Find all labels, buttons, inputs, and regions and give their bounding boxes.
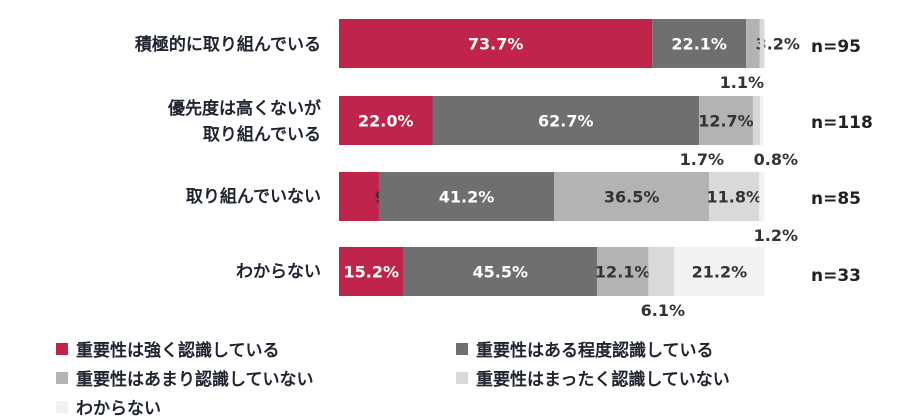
bar-segment: [760, 96, 764, 145]
bar-segment: [432, 96, 699, 145]
bar-segment: [698, 96, 753, 145]
legend-label: 重要性はあまり認識していない: [76, 370, 314, 390]
data-label: 12.7%: [698, 112, 754, 131]
data-label: 41.2%: [439, 188, 495, 207]
bar-segment: [378, 172, 555, 221]
category-label: 取り組んでいない: [186, 186, 321, 207]
bar-segment: [554, 172, 710, 221]
data-label: 36.5%: [604, 188, 660, 207]
data-label: 45.5%: [473, 263, 529, 282]
legend-swatch: [56, 371, 68, 384]
legend-label: 重要性はある程度認識している: [476, 341, 714, 361]
category-label: 取り組んでいる: [203, 124, 321, 145]
legend-item: 重要性はまったく認識していない: [456, 365, 730, 390]
bar-segment: [596, 247, 649, 296]
data-label: 22.0%: [358, 112, 414, 131]
bar-segment: [403, 247, 597, 296]
data-label: 1.2%: [754, 226, 798, 245]
bar-segment: [709, 172, 760, 221]
legend-label: 重要性はまったく認識していない: [476, 370, 730, 390]
bar-segment: [759, 172, 765, 221]
sample-size-label: n=33: [811, 266, 861, 286]
bar-segment: [746, 19, 760, 68]
legend-label: わからない: [76, 399, 161, 419]
data-label: 22.1%: [671, 35, 727, 54]
bar-segment: [759, 19, 765, 68]
legend-swatch: [56, 342, 68, 355]
data-label: 0.8%: [754, 150, 798, 169]
data-label: 73.7%: [468, 35, 524, 54]
sample-size-label: n=95: [811, 37, 861, 57]
legend-swatch: [56, 400, 68, 413]
data-label: 1.7%: [680, 150, 724, 169]
bar-segment: [339, 19, 653, 68]
bar-segment: [339, 96, 433, 145]
bar-segment: [339, 247, 404, 296]
data-label: 6.1%: [641, 301, 685, 320]
legend-swatch: [456, 371, 468, 384]
category-label: わからない: [236, 262, 321, 282]
bar-segment: [674, 247, 765, 296]
data-label: 3.2%: [756, 35, 800, 54]
bar-segment: [752, 96, 761, 145]
sample-size-label: n=118: [811, 113, 873, 133]
data-label: 21.2%: [692, 263, 748, 282]
legend-item: 重要性はあまり認識していない: [56, 365, 314, 390]
legend-swatch: [456, 342, 468, 355]
data-label: 11.8%: [706, 188, 762, 207]
data-label: 62.7%: [538, 112, 594, 131]
legend-item: 重要性はある程度認識している: [456, 336, 714, 361]
sample-size-label: n=85: [811, 189, 861, 209]
data-label: 15.2%: [344, 263, 400, 282]
legend-item: わからない: [56, 394, 161, 419]
bar-segment: [652, 19, 747, 68]
category-label: 優先度は高くないが: [167, 98, 321, 119]
category-label: 積極的に取り組んでいる: [135, 34, 321, 55]
legend-item: 重要性は強く認識している: [56, 336, 280, 361]
data-label: 12.1%: [595, 263, 651, 282]
stacked-bar-chart: 積極的に取り組んでいる 73.7% 22.1% 3.2% 1.1% n=95 優先度は高くな…: [135, 19, 873, 320]
bar-segment: [339, 172, 379, 221]
bar-segment: [648, 247, 675, 296]
data-label: 1.1%: [720, 73, 764, 92]
legend-label: 重要性は強く認識している: [76, 341, 280, 361]
